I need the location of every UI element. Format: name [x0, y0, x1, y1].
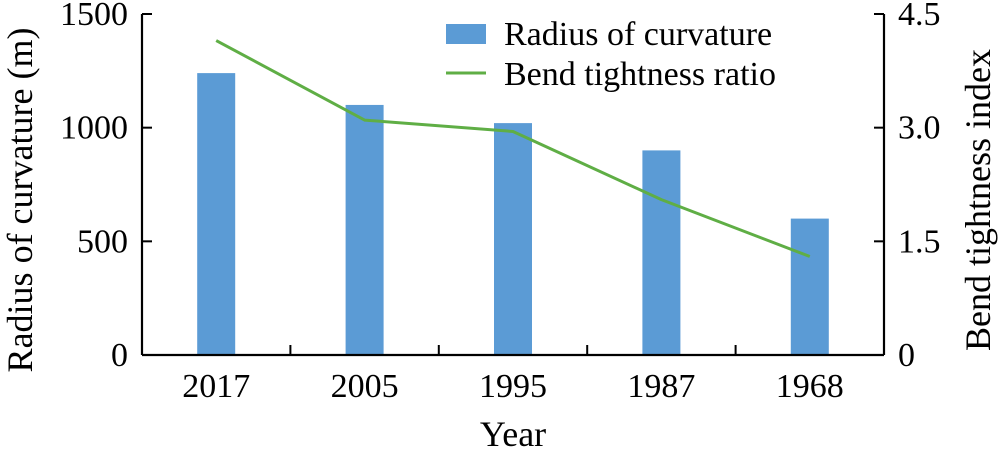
right-tick-label-4.5: 4.5: [898, 0, 941, 33]
left-tick-label-0: 0: [111, 337, 128, 374]
bar-2005: [345, 104, 384, 355]
right-tick-label-3.0: 3.0: [898, 110, 941, 147]
left-tick-label-1000: 1000: [60, 110, 128, 147]
right-y-axis-title: Bend tightness index: [958, 49, 998, 351]
line-layer: [215, 39, 811, 258]
left-tick-label-1500: 1500: [60, 0, 128, 33]
bar-1987: [642, 150, 681, 355]
bar-1968: [790, 218, 829, 355]
right-tick-label-0: 0: [898, 337, 915, 374]
legend-bar-swatch: [446, 24, 486, 44]
legend-line-label: Bend tightness ratio: [504, 56, 776, 93]
line-bend-tightness: [215, 39, 811, 258]
x-tick-label-1987: 1987: [627, 368, 695, 405]
x-tick-label-1995: 1995: [479, 368, 547, 405]
bar-2017: [197, 73, 236, 356]
legend-bar-label: Radius of curvature: [504, 16, 772, 53]
bar-1995: [494, 123, 532, 356]
x-tick-label-1968: 1968: [776, 368, 844, 405]
bars-layer: [197, 73, 829, 356]
left-y-axis-title: Radius of curvature (m): [0, 28, 40, 373]
left-y-ticks: 0 500 1000 1500: [60, 0, 152, 374]
legend: Radius of curvature Bend tightness ratio: [446, 16, 776, 93]
x-tick-label-2017: 2017: [182, 368, 250, 405]
right-tick-label-1.5: 1.5: [898, 223, 941, 260]
x-ticks: 2017 2005 1995 1987 1968: [141, 345, 885, 405]
x-axis-title: Year: [480, 414, 546, 450]
x-tick-label-2005: 2005: [331, 368, 399, 405]
right-y-ticks: 0 1.5 3.0 4.5: [874, 0, 941, 374]
left-tick-label-500: 500: [77, 223, 128, 260]
